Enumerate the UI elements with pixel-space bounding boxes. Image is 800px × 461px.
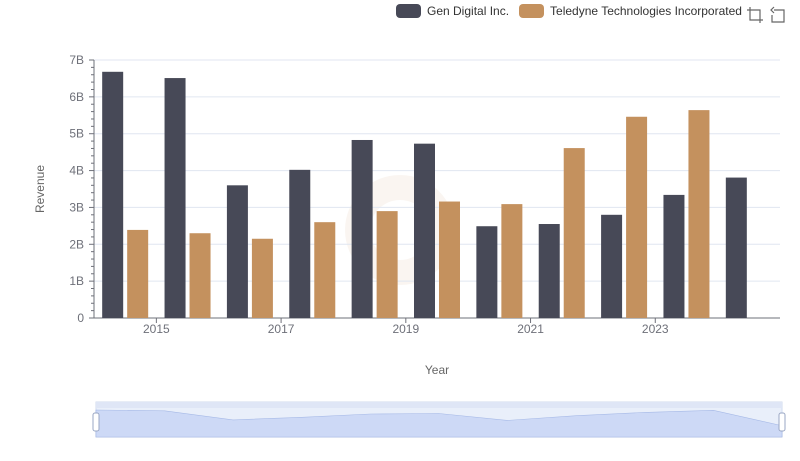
legend-swatch-gen-digital bbox=[396, 4, 421, 18]
bar-teledyne-2017[interactable] bbox=[314, 222, 336, 318]
data-zoom-slider[interactable] bbox=[92, 401, 786, 438]
legend-item-gen-digital[interactable]: Gen Digital Inc. bbox=[396, 4, 509, 18]
zoom-icon[interactable] bbox=[746, 6, 764, 24]
bar-gen-digital-2014[interactable] bbox=[102, 71, 124, 319]
x-tick-label: 2015 bbox=[143, 322, 170, 336]
legend-swatch-teledyne bbox=[519, 4, 545, 18]
x-tick-label: 2019 bbox=[392, 322, 419, 336]
bar-teledyne-2018[interactable] bbox=[376, 211, 398, 318]
x-tick-label: 2021 bbox=[517, 322, 544, 336]
bar-teledyne-2022[interactable] bbox=[626, 116, 648, 318]
bar-teledyne-2020[interactable] bbox=[501, 204, 523, 318]
zoom-preview-area bbox=[95, 409, 783, 438]
bar-gen-digital-2023[interactable] bbox=[663, 194, 685, 318]
bar-teledyne-2015[interactable] bbox=[189, 233, 211, 318]
x-axis-label: Year bbox=[425, 363, 449, 377]
chart-toolbox bbox=[746, 6, 790, 24]
y-tick-label: 3B bbox=[69, 200, 84, 214]
bar-teledyne-2023[interactable] bbox=[688, 110, 710, 318]
x-tick-label: 2023 bbox=[642, 322, 669, 336]
chart-legend: Gen Digital Inc. Teledyne Technologies I… bbox=[396, 4, 752, 18]
bar-teledyne-2019[interactable] bbox=[439, 201, 460, 318]
y-tick-label: 4B bbox=[69, 164, 84, 178]
bar-gen-digital-2024[interactable] bbox=[725, 177, 747, 318]
bar-gen-digital-2021[interactable] bbox=[538, 224, 560, 318]
bar-gen-digital-2017[interactable] bbox=[289, 169, 311, 318]
zoom-handle-right[interactable] bbox=[778, 412, 786, 432]
y-tick-label: 5B bbox=[69, 127, 84, 141]
legend-label-teledyne: Teledyne Technologies Incorporated bbox=[550, 4, 742, 18]
bar-gen-digital-2019[interactable] bbox=[414, 143, 435, 318]
bar-gen-digital-2018[interactable] bbox=[351, 139, 373, 318]
y-axis-label: Revenue bbox=[33, 165, 47, 213]
bar-teledyne-2014[interactable] bbox=[127, 229, 149, 318]
zoom-move-bar[interactable] bbox=[96, 402, 782, 408]
zoom-handle-left[interactable] bbox=[92, 412, 100, 432]
x-tick-label: 2017 bbox=[268, 322, 295, 336]
bar-teledyne-2021[interactable] bbox=[563, 148, 585, 318]
restore-icon[interactable] bbox=[768, 6, 786, 24]
bar-gen-digital-2015[interactable] bbox=[164, 78, 186, 318]
y-tick-label: 6B bbox=[69, 90, 84, 104]
y-tick-label: 7B bbox=[69, 53, 84, 67]
bar-gen-digital-2022[interactable] bbox=[601, 214, 623, 318]
y-tick-label: 0 bbox=[77, 311, 84, 325]
bar-gen-digital-2016[interactable] bbox=[226, 185, 248, 318]
legend-item-teledyne[interactable]: Teledyne Technologies Incorporated bbox=[519, 4, 742, 18]
bar-gen-digital-2020[interactable] bbox=[476, 226, 498, 318]
y-tick-label: 1B bbox=[69, 274, 84, 288]
legend-label-gen-digital: Gen Digital Inc. bbox=[427, 4, 510, 18]
y-tick-label: 2B bbox=[69, 237, 84, 251]
bar-teledyne-2016[interactable] bbox=[251, 238, 273, 318]
